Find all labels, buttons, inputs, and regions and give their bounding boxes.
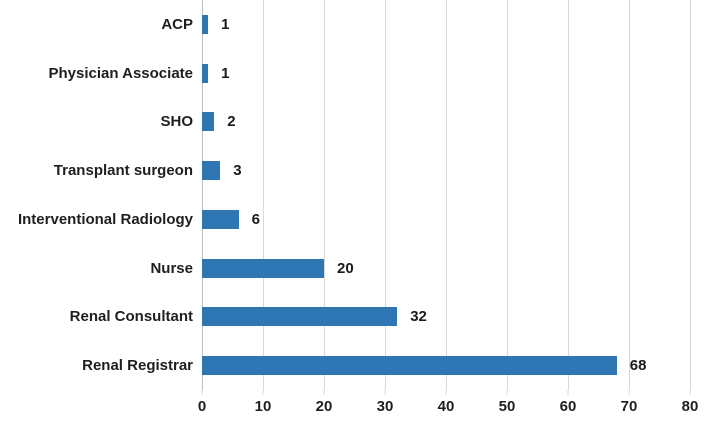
x-tick-label: 30 <box>376 398 394 415</box>
data-label: 1 <box>221 15 230 33</box>
gridlines <box>202 0 691 390</box>
data-label: 68 <box>629 357 647 375</box>
gridline <box>568 0 569 390</box>
x-tick-mark <box>689 390 691 395</box>
bar-row: 68 <box>202 341 690 390</box>
data-label: 6 <box>251 210 260 228</box>
x-tick-label: 40 <box>437 398 455 415</box>
x-tick-label: 50 <box>498 398 516 415</box>
bar <box>202 161 221 181</box>
x-tick-label: 70 <box>620 398 638 415</box>
gridline <box>690 0 691 390</box>
x-tick-label: 60 <box>559 398 577 415</box>
bar-row: 1 <box>202 49 690 98</box>
x-tick-label: 80 <box>681 398 699 415</box>
x-tick-mark <box>567 390 569 395</box>
x-tick-label: 0 <box>197 398 207 415</box>
data-label: 2 <box>227 113 236 131</box>
bar <box>202 307 398 327</box>
bar-row: 32 <box>202 293 690 342</box>
category-label: Physician Associate <box>48 64 193 82</box>
category-label: ACP <box>161 15 193 33</box>
x-tick-mark <box>628 390 630 395</box>
category-label: Transplant surgeon <box>53 162 193 180</box>
bar-row: 6 <box>202 195 690 244</box>
category-label: Nurse <box>150 259 193 277</box>
bar-row: 1 <box>202 0 690 49</box>
bar <box>202 63 209 83</box>
category-axis: ACP Physician Associate SHO Transplant surg… <box>0 0 202 390</box>
category-label: Renal Registrar <box>82 357 193 375</box>
x-tick-mark <box>323 390 325 395</box>
bar <box>202 209 239 229</box>
bar-series: 1 1 2 3 6 20 32 68 <box>202 0 690 390</box>
gridline <box>446 0 447 390</box>
data-label: 32 <box>410 308 427 326</box>
bar <box>202 258 324 278</box>
bar-row: 20 <box>202 244 690 293</box>
value-axis-line <box>202 0 203 390</box>
gridline <box>263 0 264 390</box>
x-tick-mark <box>262 390 264 395</box>
data-label: 1 <box>221 64 230 82</box>
x-tick-mark <box>201 390 203 395</box>
x-tick-mark <box>506 390 508 395</box>
x-tick-mark <box>445 390 447 395</box>
bar-row: 3 <box>202 146 690 195</box>
x-tick-label: 10 <box>254 398 272 415</box>
category-label: SHO <box>160 113 193 131</box>
x-tick-label: 20 <box>315 398 333 415</box>
plot-area: ACP Physician Associate SHO Transplant surg… <box>0 0 691 390</box>
bar <box>202 112 215 132</box>
bar <box>202 356 617 376</box>
bar-row: 2 <box>202 98 690 147</box>
bar <box>202 14 209 34</box>
data-label: 3 <box>233 162 242 180</box>
gridline <box>385 0 386 390</box>
gridline <box>629 0 630 390</box>
x-tick-mark <box>384 390 386 395</box>
plot-region: 1 1 2 3 6 20 32 68 <box>202 0 691 390</box>
category-label: Renal Consultant <box>69 308 193 326</box>
data-label: 20 <box>337 259 354 277</box>
gridline <box>507 0 508 390</box>
category-label: Interventional Radiology <box>17 210 193 228</box>
x-axis: 0 10 20 30 40 50 60 70 80 <box>198 390 698 421</box>
gridline <box>324 0 325 390</box>
